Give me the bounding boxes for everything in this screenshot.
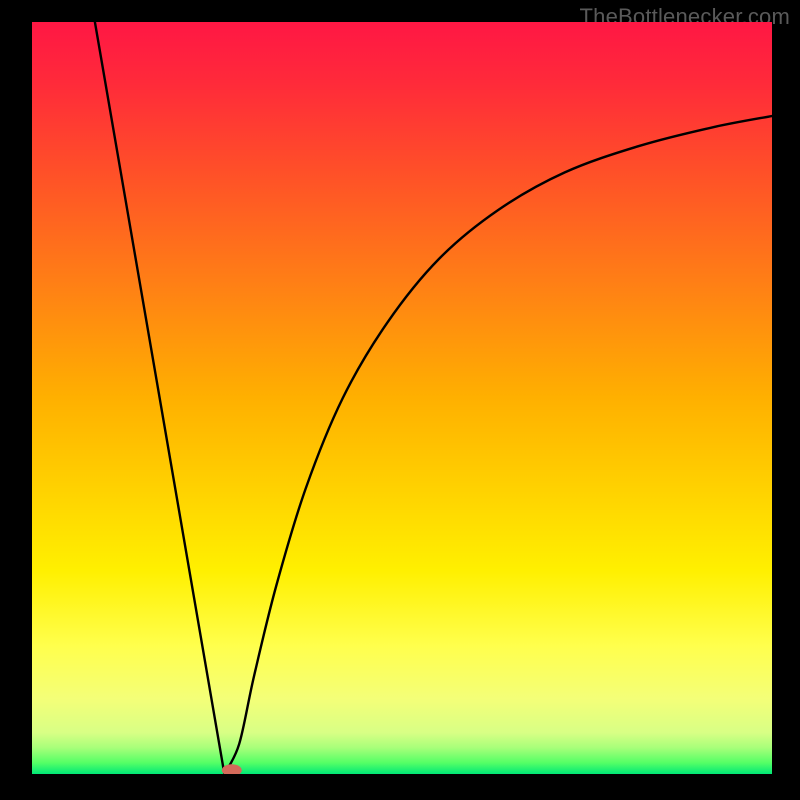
plot-area (32, 22, 772, 774)
gradient-background (32, 22, 772, 774)
chart-stage: TheBottlenecker.com (0, 0, 800, 800)
chart-svg (32, 22, 772, 774)
